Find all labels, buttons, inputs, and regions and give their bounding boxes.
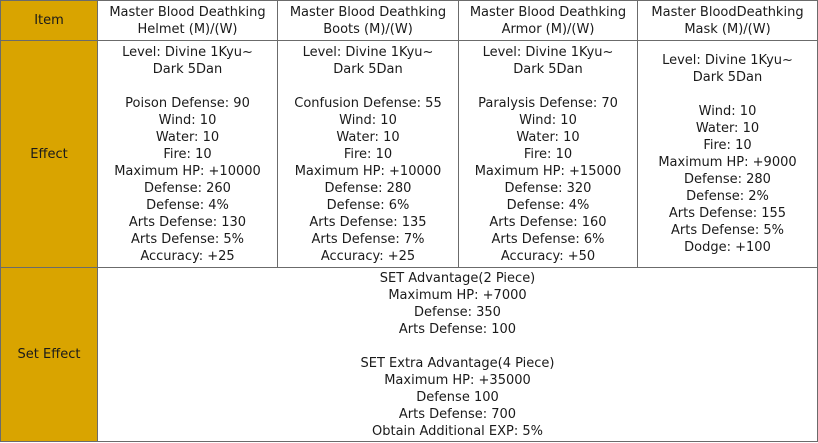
helmet-name-line1: Master Blood Deathking: [109, 5, 266, 20]
set-advantage-title: SET Advantage(2 Piece): [379, 270, 536, 286]
mask-level-line1: Level: Divine 1Kyu~: [662, 53, 793, 68]
armor-stat: Arts Defense: 160: [489, 214, 607, 230]
mask-name-line1: Master BloodDeathking: [651, 5, 804, 20]
boots-effect-cell: Level: Divine 1Kyu~ Dark 5Dan Confusion …: [277, 40, 459, 268]
armor-stat: Arts Defense: 6%: [491, 231, 605, 247]
spacer: [278, 78, 458, 95]
mask-stat: Arts Defense: 155: [668, 206, 787, 221]
boots-stat: Maximum HP: +10000: [294, 163, 442, 179]
spacer: [98, 78, 277, 95]
spacer: [459, 78, 637, 95]
helmet-effect-cell: Level: Divine 1Kyu~ Dark 5Dan Poison Def…: [97, 40, 278, 268]
armor-effect-cell: Level: Divine 1Kyu~ Dark 5Dan Paralysis …: [458, 40, 638, 268]
armor-header-cell: Master Blood Deathking Armor (M)/(W): [458, 0, 638, 41]
boots-stat: Water: 10: [336, 129, 400, 145]
armor-stat: Water: 10: [516, 129, 580, 145]
helmet-stat: Fire: 10: [163, 146, 212, 162]
helmet-stat: Defense: 4%: [146, 197, 229, 213]
set-effect-cell: SET Advantage(2 Piece) Maximum HP: +7000…: [97, 267, 818, 442]
boots-name-line2: Boots (M)/(W): [323, 22, 413, 37]
mask-stat: Fire: 10: [703, 138, 752, 153]
mask-stat: Arts Defense: 5%: [671, 223, 784, 238]
set-advantage-line: Arts Defense: 100: [398, 321, 517, 337]
mask-stat: Wind: 10: [698, 104, 757, 119]
boots-header-cell: Master Blood Deathking Boots (M)/(W): [277, 0, 459, 41]
armor-stat: Defense: 4%: [506, 197, 590, 213]
boots-stat: Defense: 280: [324, 180, 412, 196]
item-header-cell: Item: [0, 0, 98, 41]
item-label: Item: [34, 13, 64, 28]
boots-stat: Fire: 10: [343, 146, 393, 162]
helmet-level-line1: Level: Divine 1Kyu~: [122, 44, 253, 60]
mask-header-cell: Master BloodDeathking Mask (M)/(W): [637, 0, 818, 41]
set-extra-title: SET Extra Advantage(4 Piece): [360, 355, 555, 371]
set-extra-line: Arts Defense: 700: [398, 406, 517, 422]
armor-stat: Maximum HP: +15000: [474, 163, 622, 179]
boots-stat: Confusion Defense: 55: [294, 95, 442, 111]
boots-stat: Accuracy: +25: [320, 248, 416, 264]
mask-level-line2: Dark 5Dan: [692, 70, 763, 85]
set-extra-line: Obtain Additional EXP: 5%: [371, 423, 544, 439]
armor-level-line1: Level: Divine 1Kyu~: [482, 44, 614, 60]
mask-effect-cell: Level: Divine 1Kyu~ Dark 5Dan Wind: 10 W…: [637, 40, 818, 268]
set-effect-label: Set Effect: [17, 347, 81, 362]
boots-level-line2: Dark 5Dan: [333, 61, 403, 77]
header-row: Item Master Blood Deathking Helmet (M)/(…: [0, 0, 818, 41]
helmet-name-line2: Helmet (M)/(W): [137, 22, 238, 37]
effect-label-cell: Effect: [0, 40, 98, 268]
helmet-stat: Maximum HP: +10000: [114, 163, 261, 179]
helmet-stat: Accuracy: +25: [140, 248, 235, 264]
helmet-stat: Arts Defense: 5%: [131, 231, 244, 247]
armor-stat: Paralysis Defense: 70: [478, 95, 618, 111]
boots-level-line1: Level: Divine 1Kyu~: [302, 44, 434, 60]
set-effect-row: Set Effect SET Advantage(2 Piece) Maximu…: [0, 267, 818, 442]
helmet-stat: Wind: 10: [158, 112, 217, 128]
effect-row: Effect Level: Divine 1Kyu~ Dark 5Dan Poi…: [0, 40, 818, 268]
set-advantage-line: Maximum HP: +7000: [388, 287, 527, 303]
mask-stat: Defense: 2%: [686, 189, 769, 204]
spacer: [98, 338, 817, 355]
boots-name-line1: Master Blood Deathking: [289, 5, 447, 20]
armor-stat: Defense: 320: [504, 180, 592, 196]
mask-name-line2: Mask (M)/(W): [684, 22, 771, 37]
helmet-stat: Defense: 260: [144, 180, 231, 196]
set-extra-line: Defense 100: [416, 389, 499, 405]
boots-stat: Arts Defense: 7%: [311, 231, 425, 247]
set-advantage-line: Defense: 350: [414, 304, 501, 320]
spacer: [638, 86, 817, 103]
boots-stat: Arts Defense: 135: [309, 214, 427, 230]
armor-level-line2: Dark 5Dan: [513, 61, 583, 77]
armor-stat: Accuracy: +50: [500, 248, 596, 264]
helmet-header-cell: Master Blood Deathking Helmet (M)/(W): [97, 0, 278, 41]
effect-label: Effect: [30, 146, 68, 162]
armor-name-line1: Master Blood Deathking: [469, 5, 627, 20]
mask-stat: Water: 10: [695, 121, 760, 136]
mask-stat: Maximum HP: +9000: [658, 155, 797, 170]
boots-stat: Defense: 6%: [326, 197, 410, 213]
boots-stat: Wind: 10: [339, 112, 397, 128]
armor-name-line2: Armor (M)/(W): [501, 22, 595, 37]
set-extra-line: Maximum HP: +35000: [384, 372, 531, 388]
mask-stat: Defense: 280: [684, 172, 771, 187]
armor-stat: Wind: 10: [519, 112, 577, 128]
armor-stat: Fire: 10: [523, 146, 573, 162]
mask-stat: Dodge: +100: [684, 240, 771, 255]
set-effect-label-cell: Set Effect: [0, 267, 98, 442]
helmet-stat: Water: 10: [155, 129, 220, 145]
helmet-level-line2: Dark 5Dan: [152, 61, 223, 77]
helmet-stat: Arts Defense: 130: [128, 214, 247, 230]
helmet-stat: Poison Defense: 90: [125, 95, 250, 111]
